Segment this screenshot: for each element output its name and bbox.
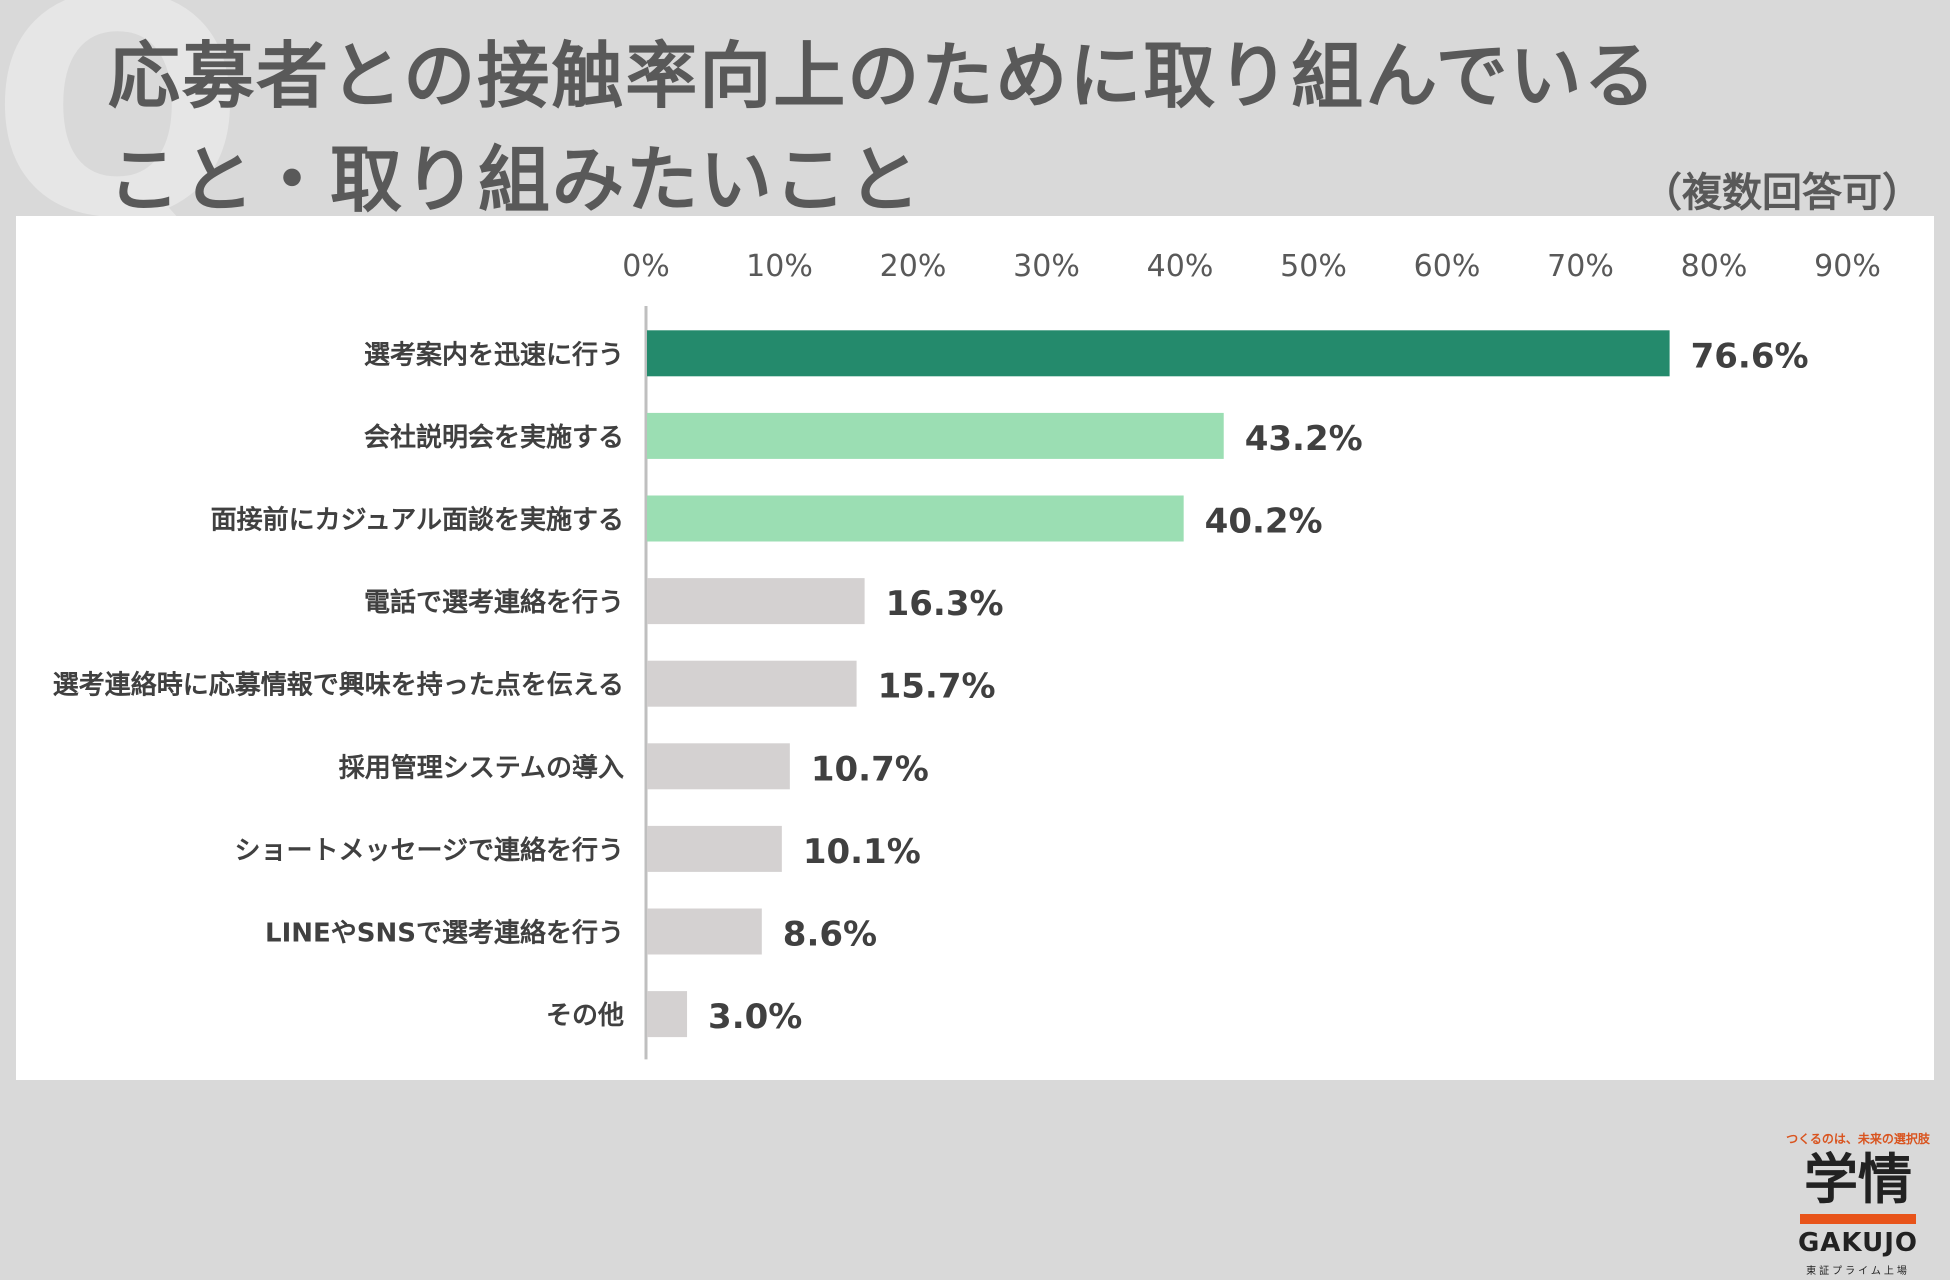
category-label: 選考連絡時に応募情報で興味を持った点を伝える [53, 670, 624, 701]
value-label: 76.6% [1691, 336, 1809, 376]
category-label: 採用管理システムの導入 [339, 752, 624, 783]
value-label: 8.6% [783, 915, 877, 955]
tick-label: 20% [880, 249, 947, 284]
value-label: 40.2% [1205, 502, 1323, 542]
tick-label: 50% [1280, 249, 1347, 284]
logo-kanji: 学情 [1804, 1148, 1912, 1211]
category-label: 面接前にカジュアル面談を実施する [211, 505, 624, 536]
logo-bar [1800, 1214, 1916, 1224]
title-line-1: 応募者との接触率向上のために取り組んでいる [108, 34, 1658, 118]
category-label: 電話で選考連絡を行う [364, 587, 624, 618]
tick-label: 90% [1814, 249, 1881, 284]
bar [647, 412, 1224, 459]
category-label: 選考案内を迅速に行う [364, 339, 624, 370]
chart-panel: 0% 10% 20% 30% 40% 50% 60% 70% 80% 90% 選考案内を迅速に行う 7… [16, 216, 1934, 1277]
tick-label: 80% [1681, 249, 1748, 284]
title-line-2: こと・取り組みたいこと [108, 138, 923, 222]
category-label: その他 [546, 1001, 624, 1031]
tick-label: 60% [1414, 249, 1481, 284]
value-label: 16.3% [886, 584, 1004, 624]
bar [647, 908, 762, 955]
category-label: ショートメッセージで連絡を行う [235, 835, 624, 866]
bar [647, 743, 790, 790]
tick-label: 40% [1147, 249, 1214, 284]
multiple-answer-note: （複数回答可） [1642, 170, 1922, 216]
bar [647, 578, 865, 625]
gakujo-logo: つくるのは、未来の選択肢 学情 GAKUJO 東証プライム上場 [1778, 1130, 1938, 1280]
value-label: 3.0% [708, 997, 802, 1037]
bar-chart: 0% 10% 20% 30% 40% 50% 60% 70% 80% 90% 選考案内を迅速に行う 7… [53, 249, 1881, 1060]
value-label: 10.7% [811, 749, 929, 789]
bar [647, 330, 1670, 377]
value-label: 10.1% [803, 832, 921, 872]
tick-label: 0% [622, 249, 670, 284]
category-label: 会社説明会を実施する [364, 422, 624, 453]
category-label: LINEやSNSで選考連絡を行う [265, 918, 624, 949]
logo-english: GAKUJO [1797, 1228, 1919, 1258]
bar [647, 991, 688, 1038]
tick-label: 30% [1013, 249, 1080, 284]
bar [647, 495, 1184, 542]
tick-label: 70% [1547, 249, 1614, 284]
value-label: 15.7% [878, 667, 996, 707]
bar [647, 825, 782, 872]
logo-tagline: つくるのは、未来の選択肢 [1786, 1132, 1930, 1146]
bar [647, 660, 857, 707]
logo-exchange: 東証プライム上場 [1806, 1266, 1910, 1277]
value-label: 43.2% [1245, 419, 1363, 459]
page-title: 応募者との接触率向上のために取り組んでいる こと・取り組みたいこと [108, 24, 1658, 232]
tick-label: 10% [746, 249, 813, 284]
